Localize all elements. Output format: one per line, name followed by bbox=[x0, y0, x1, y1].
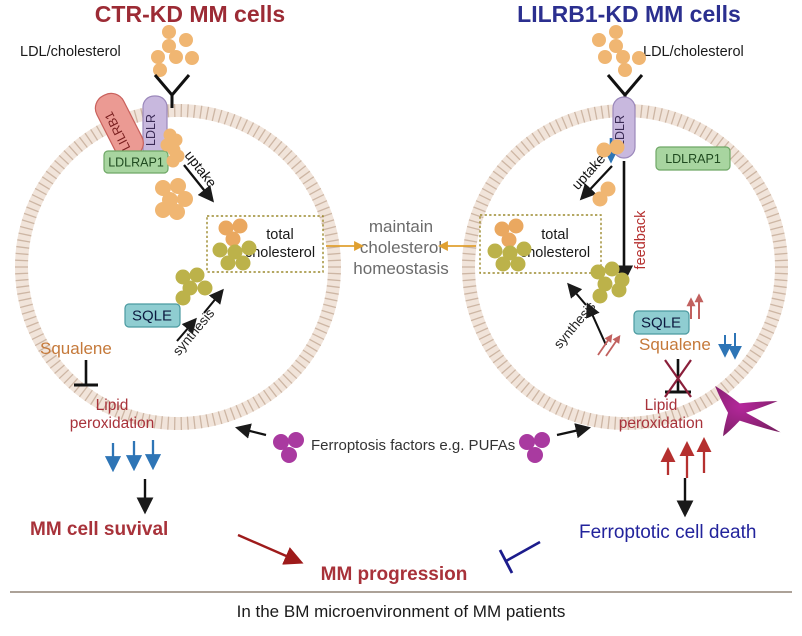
svg-text:cholesterol: cholesterol bbox=[360, 238, 442, 257]
svg-text:MM progression: MM progression bbox=[321, 564, 468, 585]
svg-text:Squalene: Squalene bbox=[40, 339, 112, 358]
svg-text:Ferroptotic cell death: Ferroptotic cell death bbox=[579, 522, 756, 543]
svg-text:MM cell suvival: MM cell suvival bbox=[30, 519, 168, 540]
svg-text:LDLR: LDLR bbox=[144, 114, 158, 146]
svg-text:Lipid: Lipid bbox=[96, 397, 129, 414]
svg-text:synthesis: synthesis bbox=[551, 299, 599, 352]
svg-text:LDL/cholesterol: LDL/cholesterol bbox=[643, 44, 744, 60]
svg-text:Squalene: Squalene bbox=[639, 335, 711, 354]
svg-text:LDLRAP1: LDLRAP1 bbox=[665, 152, 721, 166]
svg-text:LDLRAP1: LDLRAP1 bbox=[108, 156, 164, 170]
svg-text:LDL/cholesterol: LDL/cholesterol bbox=[20, 44, 121, 60]
svg-text:SQLE: SQLE bbox=[641, 315, 681, 332]
svg-text:In the BM microenvironment of: In the BM microenvironment of MM patient… bbox=[237, 602, 566, 621]
svg-text:CTR-KD MM cells: CTR-KD MM cells bbox=[95, 1, 285, 27]
svg-text:total: total bbox=[266, 227, 293, 243]
svg-text:maintain: maintain bbox=[369, 217, 433, 236]
svg-text:homeostasis: homeostasis bbox=[353, 259, 448, 278]
svg-text:peroxidation: peroxidation bbox=[619, 415, 703, 432]
svg-text:peroxidation: peroxidation bbox=[70, 415, 154, 432]
svg-text:Ferroptosis factors e.g. PUFAs: Ferroptosis factors e.g. PUFAs bbox=[311, 437, 515, 454]
svg-text:Lipid: Lipid bbox=[645, 397, 678, 414]
svg-text:LILRB1-KD MM cells: LILRB1-KD MM cells bbox=[517, 1, 741, 27]
svg-text:feedback: feedback bbox=[633, 210, 649, 270]
svg-text:total: total bbox=[541, 227, 568, 243]
svg-text:SQLE: SQLE bbox=[132, 308, 172, 325]
